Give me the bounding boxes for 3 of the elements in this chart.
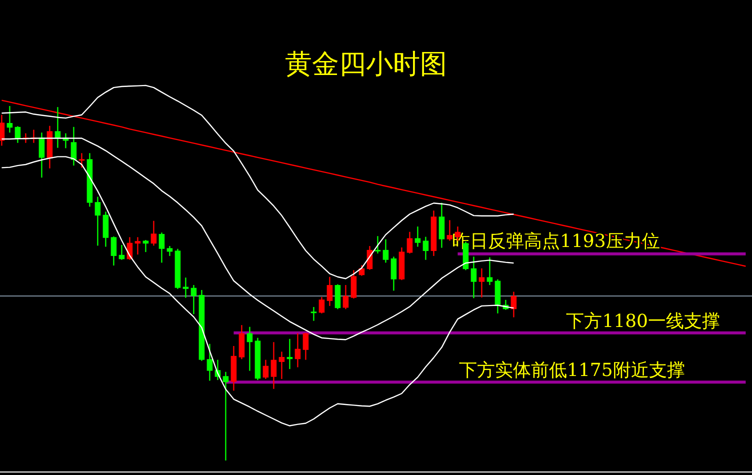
- annotation: 下方实体前低1175附近支撑: [459, 360, 685, 381]
- chart-title: 黄金四小时图: [285, 49, 447, 80]
- annotation: 下方1180一线支撑: [566, 311, 720, 332]
